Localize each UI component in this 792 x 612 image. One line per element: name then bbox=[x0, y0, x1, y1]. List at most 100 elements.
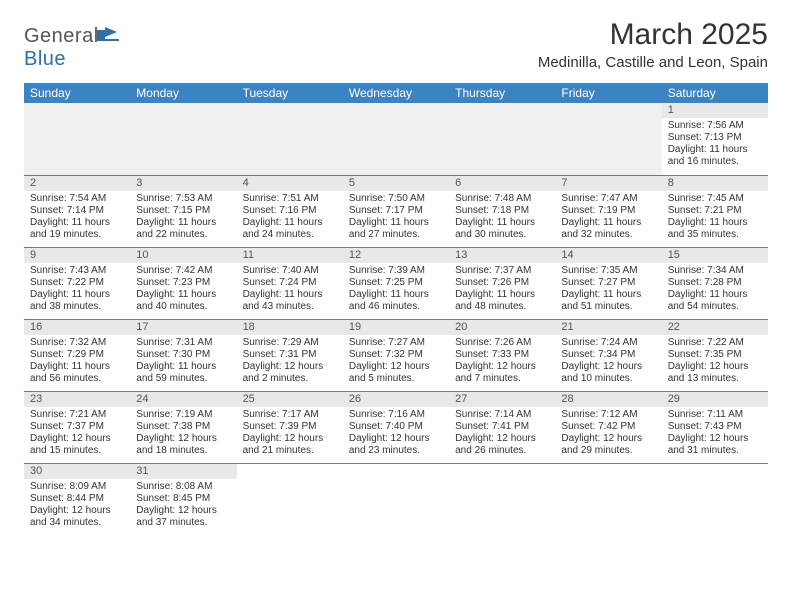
calendar-cell: 4Sunrise: 7:51 AMSunset: 7:16 PMDaylight… bbox=[237, 175, 343, 247]
day-daylight: Daylight: 12 hours and 29 minutes. bbox=[561, 433, 655, 457]
day-sunrise: Sunrise: 8:09 AM bbox=[30, 481, 124, 493]
day-sunrise: Sunrise: 7:50 AM bbox=[349, 193, 443, 205]
day-number: 21 bbox=[555, 320, 661, 335]
day-sunset: Sunset: 7:17 PM bbox=[349, 205, 443, 217]
day-body: Sunrise: 7:35 AMSunset: 7:27 PMDaylight:… bbox=[555, 263, 661, 316]
calendar-cell bbox=[343, 463, 449, 535]
day-daylight: Daylight: 11 hours and 27 minutes. bbox=[349, 217, 443, 241]
day-body: Sunrise: 7:26 AMSunset: 7:33 PMDaylight:… bbox=[449, 335, 555, 388]
day-sunset: Sunset: 7:24 PM bbox=[243, 277, 337, 289]
calendar-cell bbox=[449, 463, 555, 535]
day-sunset: Sunset: 7:28 PM bbox=[668, 277, 762, 289]
day-sunset: Sunset: 7:43 PM bbox=[668, 421, 762, 433]
day-daylight: Daylight: 12 hours and 5 minutes. bbox=[349, 361, 443, 385]
day-body: Sunrise: 7:50 AMSunset: 7:17 PMDaylight:… bbox=[343, 191, 449, 244]
day-number: 28 bbox=[555, 392, 661, 407]
day-sunset: Sunset: 7:38 PM bbox=[136, 421, 230, 433]
weekday-header: Monday bbox=[130, 83, 236, 103]
day-sunset: Sunset: 7:39 PM bbox=[243, 421, 337, 433]
day-daylight: Daylight: 11 hours and 22 minutes. bbox=[136, 217, 230, 241]
day-sunrise: Sunrise: 7:37 AM bbox=[455, 265, 549, 277]
day-sunset: Sunset: 7:21 PM bbox=[668, 205, 762, 217]
weekday-header: Friday bbox=[555, 83, 661, 103]
logo: GeneralBlue bbox=[24, 24, 119, 71]
calendar-cell bbox=[555, 463, 661, 535]
day-daylight: Daylight: 12 hours and 23 minutes. bbox=[349, 433, 443, 457]
day-body: Sunrise: 7:47 AMSunset: 7:19 PMDaylight:… bbox=[555, 191, 661, 244]
weekday-header: Sunday bbox=[24, 83, 130, 103]
day-body: Sunrise: 7:21 AMSunset: 7:37 PMDaylight:… bbox=[24, 407, 130, 460]
calendar-cell bbox=[24, 103, 130, 175]
day-daylight: Daylight: 11 hours and 24 minutes. bbox=[243, 217, 337, 241]
calendar-cell: 6Sunrise: 7:48 AMSunset: 7:18 PMDaylight… bbox=[449, 175, 555, 247]
day-number: 23 bbox=[24, 392, 130, 407]
day-number: 9 bbox=[24, 248, 130, 263]
day-sunset: Sunset: 8:45 PM bbox=[136, 493, 230, 505]
calendar-week-row: 30 Sunrise: 8:09 AMSunset: 8:44 PM Dayligh… bbox=[24, 463, 768, 535]
day-number: 27 bbox=[449, 392, 555, 407]
day-body: Sunrise: 7:42 AMSunset: 7:23 PMDaylight:… bbox=[130, 263, 236, 316]
day-sunrise: Sunrise: 7:48 AM bbox=[455, 193, 549, 205]
day-body: Sunrise: 7:51 AMSunset: 7:16 PMDaylight:… bbox=[237, 191, 343, 244]
day-sunrise: Sunrise: 7:32 AM bbox=[30, 337, 124, 349]
day-sunrise: Sunrise: 7:16 AM bbox=[349, 409, 443, 421]
calendar-cell: 7Sunrise: 7:47 AMSunset: 7:19 PMDaylight… bbox=[555, 175, 661, 247]
day-number: 30 bbox=[24, 464, 130, 479]
day-sunset: Sunset: 7:19 PM bbox=[561, 205, 655, 217]
day-daylight: Daylight: 11 hours and 56 minutes. bbox=[30, 361, 124, 385]
logo-part1: General bbox=[24, 25, 99, 47]
day-sunset: Sunset: 7:33 PM bbox=[455, 349, 549, 361]
day-number: 1 bbox=[662, 103, 768, 118]
day-sunset: Sunset: 7:31 PM bbox=[243, 349, 337, 361]
day-number: 19 bbox=[343, 320, 449, 335]
calendar-cell: 25Sunrise: 7:17 AMSunset: 7:39 PMDayligh… bbox=[237, 391, 343, 463]
day-number: 3 bbox=[130, 176, 236, 191]
calendar-body: 1Sunrise: 7:56 AMSunset: 7:13 PMDaylight… bbox=[24, 103, 768, 535]
calendar-header-row: SundayMondayTuesdayWednesdayThursdayFrid… bbox=[24, 83, 768, 103]
day-daylight: Daylight: 12 hours and 10 minutes. bbox=[561, 361, 655, 385]
day-number: 12 bbox=[343, 248, 449, 263]
calendar-cell bbox=[343, 103, 449, 175]
day-daylight: Daylight: 11 hours and 46 minutes. bbox=[349, 289, 443, 313]
day-daylight: Daylight: 11 hours and 54 minutes. bbox=[668, 289, 762, 313]
day-sunrise: Sunrise: 7:27 AM bbox=[349, 337, 443, 349]
day-sunrise: Sunrise: 7:45 AM bbox=[668, 193, 762, 205]
calendar-cell bbox=[130, 103, 236, 175]
day-sunrise: Sunrise: 7:17 AM bbox=[243, 409, 337, 421]
day-sunset: Sunset: 8:44 PM bbox=[30, 493, 124, 505]
day-sunset: Sunset: 7:15 PM bbox=[136, 205, 230, 217]
day-sunset: Sunset: 7:32 PM bbox=[349, 349, 443, 361]
day-sunset: Sunset: 7:27 PM bbox=[561, 277, 655, 289]
day-sunrise: Sunrise: 7:26 AM bbox=[455, 337, 549, 349]
day-daylight: Daylight: 11 hours and 19 minutes. bbox=[30, 217, 124, 241]
calendar-cell: 22Sunrise: 7:22 AMSunset: 7:35 PMDayligh… bbox=[662, 319, 768, 391]
day-number: 20 bbox=[449, 320, 555, 335]
day-number: 26 bbox=[343, 392, 449, 407]
day-sunrise: Sunrise: 7:19 AM bbox=[136, 409, 230, 421]
logo-text: GeneralBlue bbox=[24, 24, 119, 71]
day-number: 15 bbox=[662, 248, 768, 263]
day-number: 10 bbox=[130, 248, 236, 263]
day-body: Sunrise: 7:39 AMSunset: 7:25 PMDaylight:… bbox=[343, 263, 449, 316]
day-number: 5 bbox=[343, 176, 449, 191]
calendar-cell: 19 Sunrise: 7:27 AMSunset: 7:32 PMDayligh… bbox=[343, 319, 449, 391]
calendar-cell bbox=[555, 103, 661, 175]
day-body: Sunrise: 7:11 AMSunset: 7:43 PMDaylight:… bbox=[662, 407, 768, 460]
calendar-week-row: 9Sunrise: 7:43 AMSunset: 7:22 PMDaylight… bbox=[24, 247, 768, 319]
day-number: 2 bbox=[24, 176, 130, 191]
day-number: 8 bbox=[662, 176, 768, 191]
day-daylight: Daylight: 12 hours and 26 minutes. bbox=[455, 433, 549, 457]
day-number: 13 bbox=[449, 248, 555, 263]
calendar-week-row: 23Sunrise: 7:21 AMSunset: 7:37 PMDayligh… bbox=[24, 391, 768, 463]
day-number: 7 bbox=[555, 176, 661, 191]
day-number: 16 bbox=[24, 320, 130, 335]
calendar-cell: 8Sunrise: 7:45 AMSunset: 7:21 PMDaylight… bbox=[662, 175, 768, 247]
day-daylight: Daylight: 11 hours and 40 minutes. bbox=[136, 289, 230, 313]
calendar-cell: 12Sunrise: 7:39 AMSunset: 7:25 PMDayligh… bbox=[343, 247, 449, 319]
day-daylight: Daylight: 12 hours and 37 minutes. bbox=[136, 505, 230, 529]
day-sunrise: Sunrise: 7:21 AM bbox=[30, 409, 124, 421]
day-sunset: Sunset: 7:29 PM bbox=[30, 349, 124, 361]
day-sunset: Sunset: 7:26 PM bbox=[455, 277, 549, 289]
day-sunset: Sunset: 7:14 PM bbox=[30, 205, 124, 217]
day-body: Sunrise: 7:40 AMSunset: 7:24 PMDaylight:… bbox=[237, 263, 343, 316]
